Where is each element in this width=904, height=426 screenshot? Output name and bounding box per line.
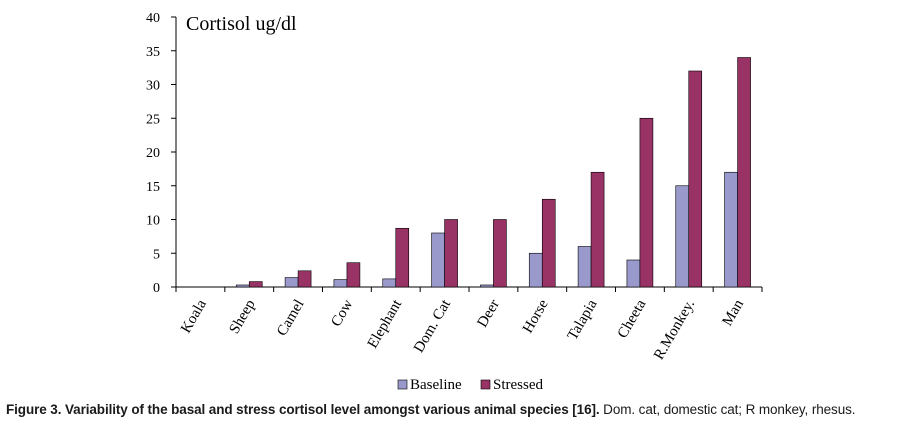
y-tick-label: 15 [146, 180, 160, 195]
y-tick-label: 40 [146, 11, 160, 26]
x-category-label: Sheep [227, 297, 259, 337]
bar-baseline-camel [285, 278, 298, 287]
legend-label-stressed: Stressed [493, 377, 543, 393]
x-category-label: Horse [520, 297, 552, 336]
bar-baseline-deer [480, 285, 493, 287]
bar-stressed-man [738, 58, 751, 288]
x-category-label: Cheeta [615, 297, 650, 341]
y-tick-label: 35 [146, 45, 160, 60]
bar-stressed-dom-cat [445, 220, 458, 288]
bar-stressed-camel [298, 271, 311, 287]
cortisol-bar-chart: 0 5 10 15 20 25 30 35 40 Koala Sheep Camel Cow Elepha… [0, 0, 904, 400]
x-category-label: Camel [274, 297, 307, 339]
caption-rest: Dom. cat, domestic cat; R monkey, rhesus… [600, 402, 856, 417]
bar-stressed-sheep [249, 282, 262, 287]
y-tick-label: 0 [153, 281, 160, 296]
x-category-label: Elephant [365, 296, 406, 351]
legend-swatch-baseline [398, 380, 407, 389]
bar-baseline-elephant [383, 279, 396, 287]
bar-baseline-talapia [578, 247, 591, 288]
bar-baseline-cheeta [627, 260, 640, 287]
x-category-label: R.Monkey. [651, 297, 698, 363]
bar-baseline-cow [334, 280, 347, 287]
y-tick-label: 25 [146, 112, 160, 127]
bar-baseline-sheep [236, 285, 249, 287]
bar-stressed-talapia [591, 172, 604, 287]
bar-baseline-horse [529, 253, 542, 287]
caption-bold: Figure 3. Variability of the basal and s… [6, 402, 600, 417]
bar-baseline-man [725, 172, 738, 287]
chart-title: Cortisol ug/dl [186, 13, 297, 35]
x-category-label: Talapia [565, 297, 601, 343]
x-category-label: Koala [178, 297, 210, 336]
legend-swatch-stressed [481, 380, 490, 389]
bar-stressed-elephant [396, 228, 409, 287]
bar-baseline-dom-cat [432, 233, 445, 287]
legend-label-baseline: Baseline [410, 377, 462, 393]
y-tick-label: 10 [146, 214, 160, 229]
bar-stressed-cow [347, 263, 360, 287]
bar-baseline-r-monkey- [676, 186, 689, 287]
figure-caption: Figure 3. Variability of the basal and s… [6, 402, 901, 417]
y-tick-label: 5 [153, 247, 160, 262]
x-category-label: Cow [328, 297, 356, 330]
x-category-label: Man [719, 297, 747, 329]
bar-stressed-r-monkey- [689, 71, 702, 287]
bar-stressed-deer [493, 220, 506, 288]
bar-stressed-cheeta [640, 118, 653, 287]
y-tick-label: 20 [146, 146, 160, 161]
x-category-label: Deer [474, 297, 502, 330]
x-category-label: Dom. Cat [411, 296, 454, 355]
y-tick-label: 30 [146, 79, 160, 94]
bar-stressed-horse [542, 199, 555, 287]
